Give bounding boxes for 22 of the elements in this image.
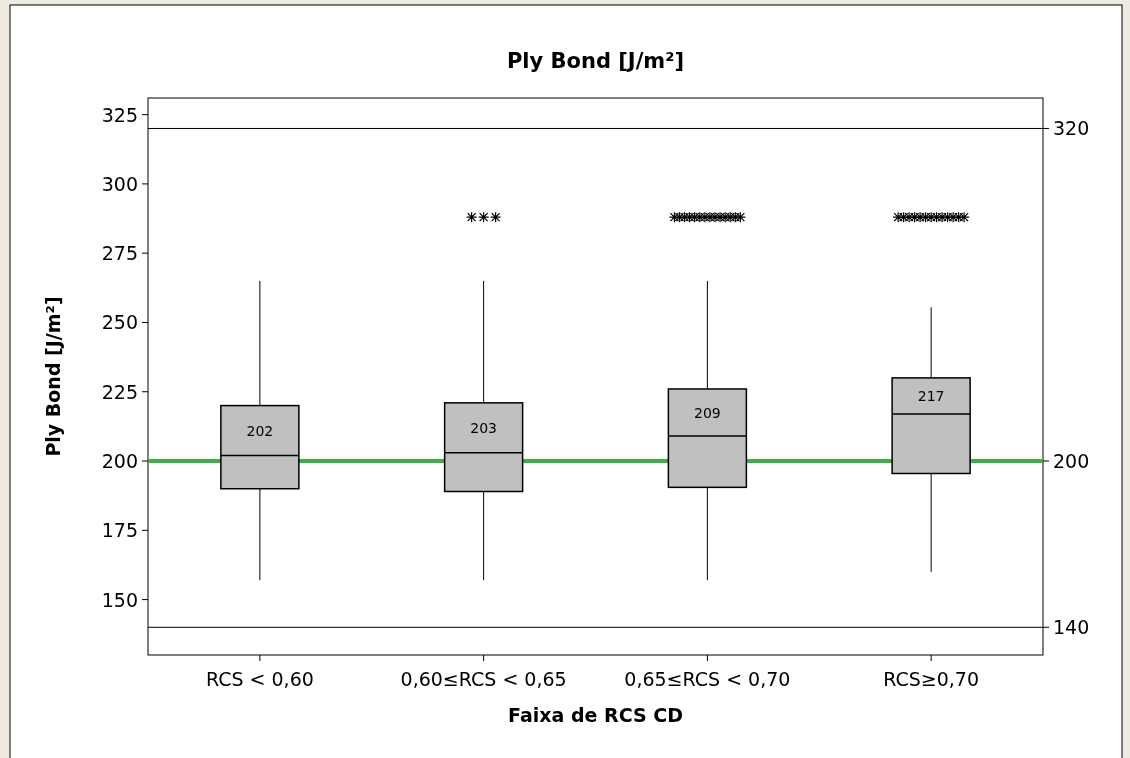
ref-line-label: 140: [1053, 616, 1090, 639]
x-tick-label: 0,60≤RCS < 0,65: [400, 668, 567, 690]
y-tick-label: 325: [101, 103, 138, 126]
y-tick-label: 275: [101, 242, 138, 265]
text: 209: [694, 404, 721, 421]
text: 217: [917, 387, 945, 404]
chart-title: Ply Bond [J/m²]: [506, 49, 685, 73]
x-tick-label: RCS≥0,70: [883, 668, 980, 690]
y-tick-label: 150: [101, 588, 138, 611]
text: 203: [470, 419, 497, 436]
y-tick-label: 250: [101, 311, 138, 334]
ref-line-label: 200: [1053, 450, 1090, 473]
y-tick-label: 300: [101, 172, 138, 195]
x-tick-label: 0,65≤RCS < 0,70: [624, 668, 791, 690]
ref-line-label: 320: [1053, 117, 1090, 140]
y-tick-label: 200: [101, 450, 138, 473]
x-axis-title: Faixa de RCS CD: [508, 704, 683, 726]
y-tick-label: 225: [101, 380, 138, 403]
y-tick-label: 175: [101, 519, 138, 542]
y-axis-title: Ply Bond [J/m²]: [42, 296, 64, 457]
text: 202: [246, 422, 274, 439]
x-tick-label: RCS < 0,60: [205, 668, 314, 690]
